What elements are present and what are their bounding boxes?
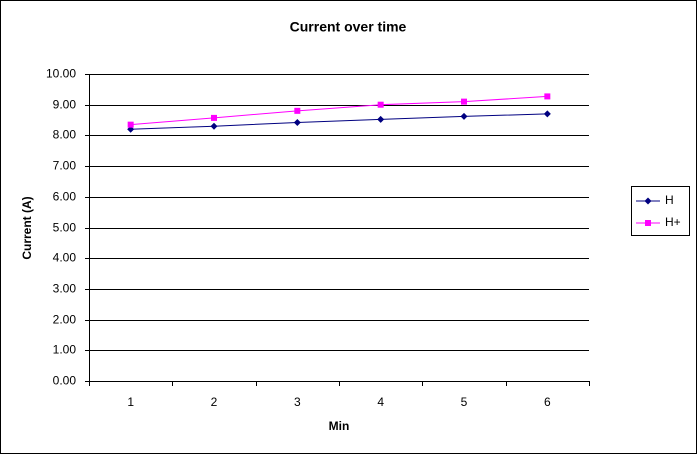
marker [293,119,301,127]
marker [644,197,652,205]
marker [460,112,468,120]
y-axis-title: Current (A) [20,196,34,259]
y-tick-label: 0.00 [53,374,77,388]
marker [127,121,134,128]
marker [294,107,301,114]
x-tick-label: 3 [294,395,301,409]
marker [645,220,651,226]
y-tick-label: 3.00 [53,282,77,296]
chart-title: Current over time [290,19,407,35]
marker [210,122,218,130]
y-tick-label: 4.00 [53,251,77,265]
y-tick-label: 9.00 [53,98,77,112]
y-tick-label: 10.00 [46,67,76,81]
marker [543,110,551,118]
x-tick-label: 6 [544,395,551,409]
legend [631,186,690,236]
x-tick-label: 2 [211,395,218,409]
marker [211,114,217,121]
y-tick-label: 8.00 [53,128,77,142]
legend-label: H+ [665,215,681,229]
y-tick-label: 1.00 [53,343,77,357]
marker [461,98,467,105]
x-axis-title: Min [329,419,350,433]
series-line [130,95,548,126]
y-tick-label: 2.00 [53,313,77,327]
y-tick-label: 6.00 [53,190,77,204]
x-tick-label: 5 [461,395,468,409]
marker [377,101,384,108]
y-tick-label: 5.00 [53,221,77,235]
marker [377,115,385,123]
x-tick-label: 4 [377,395,384,409]
y-tick-label: 7.00 [53,159,77,173]
legend-label: H [665,193,674,207]
marker [544,93,551,100]
series-line [130,113,548,130]
x-tick-label: 1 [127,395,134,409]
